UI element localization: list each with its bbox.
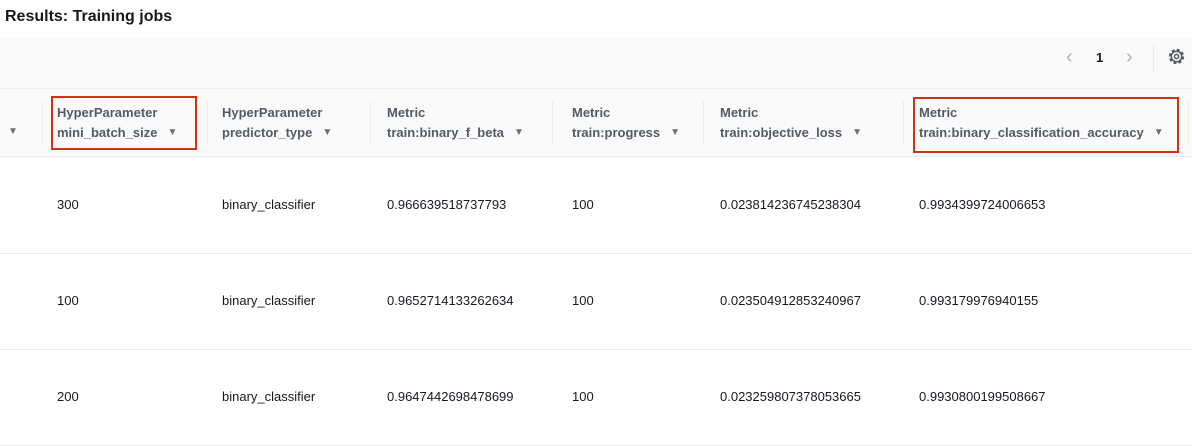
column-header-predictor-type[interactable]: HyperParameter predictor_type ▼ <box>222 103 332 143</box>
page-title: Results: Training jobs <box>5 8 173 25</box>
table-cell: 0.9652714133262634 <box>387 293 514 308</box>
table-row[interactable]: 300 binary_classifier 0.966639518737793 100… <box>0 157 1192 254</box>
previous-page-button[interactable]: ‹ <box>1066 46 1073 68</box>
highlight-box-mini-batch-size <box>51 96 197 150</box>
table-cell: 100 <box>572 197 594 212</box>
table-cell: 100 <box>572 293 594 308</box>
column-divider <box>42 101 43 145</box>
table-cell: 300 <box>57 197 79 212</box>
sort-arrow-icon[interactable]: ▼ <box>1153 127 1164 138</box>
sort-arrow-icon[interactable]: ▼ <box>852 127 863 138</box>
table-cell: 0.9934399724006653 <box>919 197 1046 212</box>
column-header-binary-classification-accuracy[interactable]: Metric train:binary_classification_accura… <box>919 103 1164 143</box>
column-header-progress[interactable]: Metric train:progress ▼ <box>572 103 680 143</box>
sort-arrow-icon[interactable]: ▼ <box>670 127 681 138</box>
table-header: ▼ HyperParameter mini_batch_size ▼ HyperPa… <box>0 89 1192 157</box>
table-cell: 200 <box>57 389 79 404</box>
table-cell: 0.023504912853240967 <box>720 293 861 308</box>
table-cell: binary_classifier <box>222 197 316 212</box>
highlight-box-binary-classification-accuracy <box>913 97 1179 153</box>
table-cell: 0.966639518737793 <box>387 197 507 212</box>
table-cell: 0.023814236745238304 <box>720 197 861 212</box>
table-cell: 100 <box>572 389 594 404</box>
column-header-mini-batch-size[interactable]: HyperParameter mini_batch_size ▼ <box>57 103 177 143</box>
table-cell: 0.9930800199508667 <box>919 389 1046 404</box>
table-row[interactable]: 100 binary_classifier 0.9652714133262634 10… <box>0 253 1192 350</box>
table-cell: 0.993179976940155 <box>919 293 1039 308</box>
table-cell: binary_classifier <box>222 293 316 308</box>
toolbar-divider <box>1153 44 1154 72</box>
column-divider <box>703 101 704 145</box>
column-divider <box>207 101 208 145</box>
table-cell: 100 <box>57 293 79 308</box>
current-page-number[interactable]: 1 <box>1096 50 1104 65</box>
table-row[interactable]: 200 binary_classifier 0.9647442698478699 10… <box>0 349 1192 446</box>
sort-arrow-icon[interactable]: ▼ <box>8 126 18 137</box>
table-cell: binary_classifier <box>222 389 316 404</box>
table-toolbar <box>0 38 1192 89</box>
settings-gear-icon[interactable] <box>1167 47 1186 66</box>
table-cell: 0.9647442698478699 <box>387 389 514 404</box>
column-divider <box>370 101 371 145</box>
sort-arrow-icon[interactable]: ▼ <box>322 127 333 138</box>
sort-arrow-icon[interactable]: ▼ <box>514 127 524 138</box>
table-cell: 0.023259807378053665 <box>720 389 861 404</box>
column-divider <box>1188 101 1189 145</box>
next-page-button[interactable]: › <box>1126 46 1133 68</box>
column-divider <box>903 101 904 145</box>
column-divider <box>552 101 553 145</box>
column-header-binary-f-beta[interactable]: Metric train:binary_f_beta ▼ <box>387 103 524 143</box>
column-header-objective-loss[interactable]: Metric train:objective_loss ▼ <box>720 103 862 143</box>
sort-arrow-icon[interactable]: ▼ <box>167 127 178 138</box>
